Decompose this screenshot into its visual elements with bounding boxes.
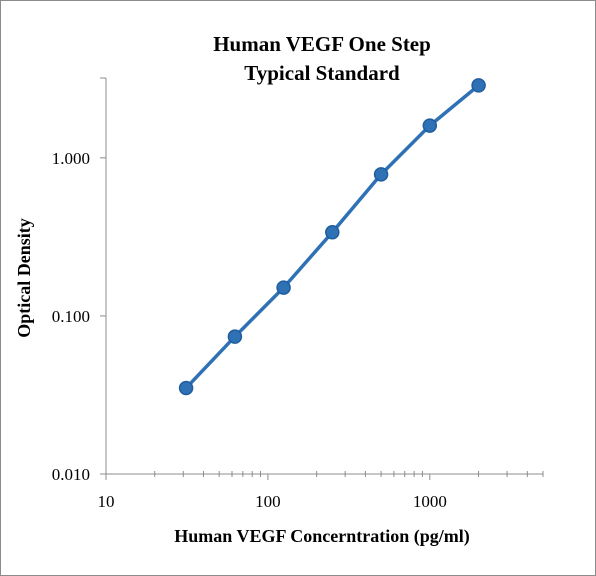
y-tick-label: 0.100 <box>52 307 90 326</box>
y-tick-label: 1.000 <box>52 149 90 168</box>
x-tick-label: 100 <box>255 492 281 511</box>
chart-title-line-2: Typical Standard <box>244 61 400 85</box>
data-point <box>178 380 194 396</box>
x-ticks: 10 100 1000 <box>98 471 544 511</box>
data-point <box>373 167 389 182</box>
chart-title-line-1: Human VEGF One Step <box>213 32 431 56</box>
data-point <box>276 280 291 295</box>
x-axis-label: Human VEGF Concerntration (pg/ml) <box>174 526 470 547</box>
y-axis-label: Optical Density <box>14 218 34 338</box>
data-point <box>422 118 438 133</box>
data-point <box>325 225 340 240</box>
y-ticks: 0.010 0.100 1.000 <box>52 77 106 484</box>
series-layer <box>178 78 486 396</box>
x-tick-label: 10 <box>98 492 115 511</box>
x-tick-label: 1000 <box>413 492 447 511</box>
data-point <box>471 78 486 93</box>
data-point <box>227 329 243 344</box>
y-tick-label: 0.010 <box>52 465 90 484</box>
